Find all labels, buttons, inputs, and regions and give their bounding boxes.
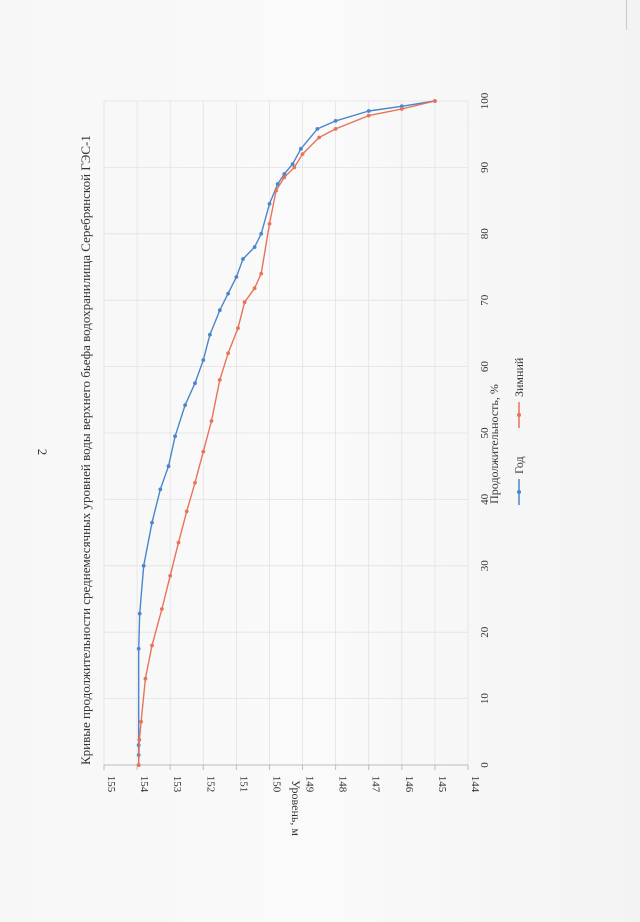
- data-point-year: [173, 434, 178, 439]
- data-point-winter: [143, 676, 148, 681]
- data-point-year: [299, 146, 303, 151]
- data-point-year: [275, 182, 280, 186]
- data-point-winter: [252, 286, 257, 291]
- x-tick-label: 50: [479, 427, 491, 439]
- x-tick-label: 30: [479, 560, 491, 572]
- data-point-year: [150, 520, 154, 525]
- data-point-year: [290, 162, 295, 167]
- y-axis-title: Уровень, м: [289, 780, 303, 836]
- legend-winter-label: Зимний: [512, 357, 526, 397]
- x-tick-label: 90: [479, 161, 491, 173]
- y-tick-label: 149: [304, 776, 316, 793]
- data-point-winter: [366, 113, 371, 118]
- y-tick-label: 147: [370, 776, 382, 793]
- data-point-year: [217, 308, 222, 313]
- y-tick-label: 153: [171, 776, 183, 793]
- legend-winter-marker: [517, 413, 521, 417]
- y-tick-label: 155: [105, 776, 117, 793]
- data-point-year: [241, 257, 245, 261]
- data-point-winter: [317, 135, 321, 140]
- legend-year-marker: [517, 490, 521, 494]
- legend-year-label: Год: [512, 456, 526, 474]
- data-point-winter: [168, 573, 173, 578]
- data-point-year: [226, 291, 231, 296]
- chart-title: Кривые продолжительности среднемесячных …: [78, 135, 93, 765]
- data-point-year: [315, 126, 320, 131]
- data-point-year: [193, 381, 197, 386]
- x-tick-label: 60: [479, 361, 491, 373]
- data-point-year: [333, 119, 338, 123]
- data-point-winter: [137, 737, 142, 742]
- series-line-year: [137, 100, 436, 765]
- data-point-winter: [399, 107, 404, 111]
- y-tick-label: 154: [138, 776, 150, 793]
- data-point-year: [252, 245, 257, 250]
- data-point-year: [234, 275, 239, 279]
- data-point-year: [399, 104, 404, 109]
- data-point-winter: [300, 152, 305, 157]
- x-axis-title: Продолжительность, %: [487, 384, 501, 504]
- y-tick-label: 150: [270, 776, 282, 793]
- data-point-year: [267, 202, 272, 206]
- data-point-winter: [333, 126, 338, 131]
- data-point-winter: [136, 763, 141, 767]
- data-point-year: [208, 332, 212, 337]
- x-tick-label: 80: [479, 228, 491, 240]
- y-tick-label: 148: [337, 776, 349, 793]
- series-line-winter: [138, 100, 436, 766]
- data-point-winter: [226, 351, 231, 356]
- data-point-year: [366, 109, 371, 113]
- chart-series: [136, 99, 437, 767]
- data-point-year: [201, 358, 206, 362]
- data-point-year: [136, 646, 141, 651]
- data-point-winter: [184, 509, 189, 514]
- data-point-winter: [433, 99, 437, 103]
- y-tick-label: 151: [237, 776, 249, 793]
- data-point-winter: [282, 175, 287, 180]
- y-tick-label: 144: [469, 776, 481, 793]
- chart-grid: [103, 100, 469, 766]
- chart-axes: 155 154 153 152 151 150 149 148 147 146 145 144 0 10 2…: [103, 92, 491, 793]
- data-point-year: [282, 172, 287, 176]
- y-tick-label: 145: [436, 776, 448, 793]
- y-tick-label: 152: [204, 776, 216, 793]
- data-point-winter: [259, 271, 264, 276]
- x-tick-label: 0: [479, 762, 491, 768]
- data-point-winter: [236, 326, 240, 330]
- data-point-winter: [242, 300, 247, 305]
- data-point-winter: [292, 165, 297, 170]
- data-point-winter: [160, 607, 164, 611]
- data-point-winter: [267, 221, 272, 226]
- data-point-year: [137, 611, 142, 616]
- data-point-winter: [274, 188, 278, 193]
- data-point-year: [183, 403, 188, 407]
- y-tick-label: 146: [403, 776, 415, 793]
- data-point-winter: [201, 449, 206, 454]
- x-tick-label: 10: [479, 693, 491, 705]
- data-point-winter: [176, 540, 181, 545]
- data-point-winter: [150, 643, 154, 648]
- scan-edge-mark: [626, 0, 627, 30]
- data-point-winter: [217, 378, 222, 382]
- x-tick-label: 20: [479, 626, 491, 638]
- data-point-winter: [209, 419, 214, 423]
- data-point-year: [166, 464, 171, 469]
- data-point-winter: [139, 719, 144, 724]
- data-point-year: [158, 487, 163, 492]
- data-point-year: [259, 231, 264, 236]
- x-tick-label: 40: [479, 493, 491, 505]
- x-tick-label: 70: [479, 294, 491, 306]
- data-point-year: [141, 563, 146, 568]
- data-point-winter: [193, 480, 197, 485]
- x-tick-label: 100: [479, 92, 491, 109]
- legend: Год Зимний: [512, 357, 526, 505]
